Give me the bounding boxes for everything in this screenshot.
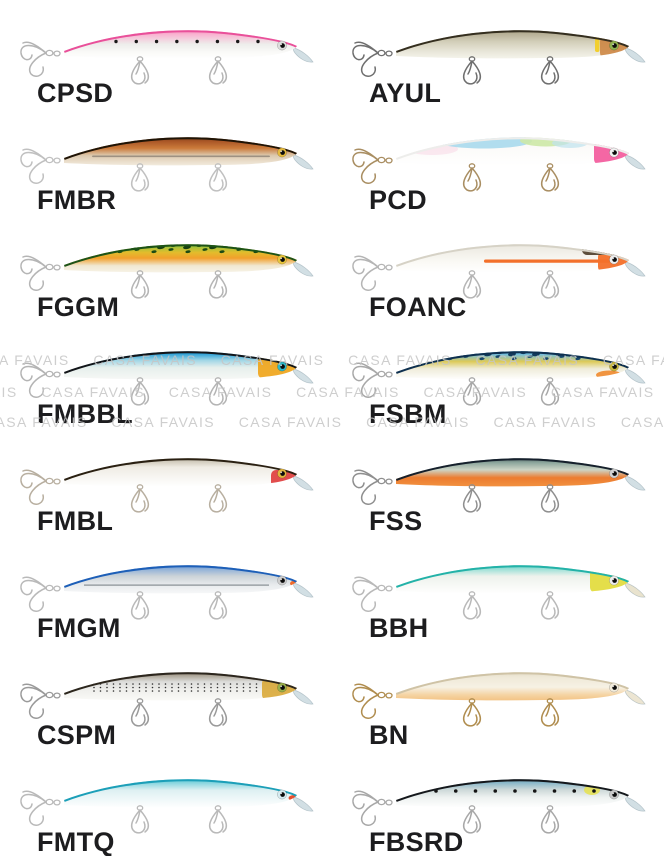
lure-card-fmbr: FMBR	[0, 107, 332, 214]
lure-image-fmgm	[0, 535, 332, 642]
lure-card-cspm: CSPM	[0, 642, 332, 749]
lure-image-bn	[332, 642, 664, 749]
lure-image-pcd	[332, 107, 664, 214]
lure-card-pcd: PCD	[332, 107, 664, 214]
lure-card-bbh: BBH	[332, 535, 664, 642]
lure-image-fmbbl	[0, 321, 332, 428]
lure-code-label: FSBM	[369, 399, 447, 429]
lure-card-fbsrd: FBSRD	[332, 749, 664, 856]
lure-image-fmbl	[0, 428, 332, 535]
lure-code-label: CSPM	[37, 720, 117, 750]
lure-card-cpsd: CPSD	[0, 0, 332, 107]
lure-code-label: BBH	[369, 613, 429, 643]
lure-code-label: BN	[369, 720, 409, 750]
lure-image-cpsd	[0, 0, 332, 107]
lure-card-fmgm: FMGM	[0, 535, 332, 642]
lure-image-fmbr	[0, 107, 332, 214]
lure-code-label: FMBBL	[37, 399, 133, 429]
lure-card-fggm: FGGM	[0, 214, 332, 321]
lure-image-fggm	[0, 214, 332, 321]
lure-code-label: FMBL	[37, 506, 114, 536]
lure-image-fmtq	[0, 749, 332, 856]
lure-code-label: FMGM	[37, 613, 121, 643]
lure-code-label: FMBR	[37, 185, 117, 215]
lure-image-fsbm	[332, 321, 664, 428]
lure-card-fmbbl: FMBBL	[0, 321, 332, 428]
lure-card-bn: BN	[332, 642, 664, 749]
lure-code-label: FSS	[369, 506, 423, 536]
lure-image-fss	[332, 428, 664, 535]
lure-code-label: FMTQ	[37, 827, 115, 856]
lure-image-cspm	[0, 642, 332, 749]
lure-card-fmbl: FMBL	[0, 428, 332, 535]
lure-code-label: FOANC	[369, 292, 467, 322]
lure-image-foanc	[332, 214, 664, 321]
lure-card-foanc: FOANC	[332, 214, 664, 321]
lure-image-ayul	[332, 0, 664, 107]
lure-card-fss: FSS	[332, 428, 664, 535]
lure-card-fsbm: FSBM	[332, 321, 664, 428]
lure-code-label: FGGM	[37, 292, 120, 322]
lure-image-fbsrd	[332, 749, 664, 856]
lure-image-bbh	[332, 535, 664, 642]
lure-card-ayul: AYUL	[332, 0, 664, 107]
lure-code-label: FBSRD	[369, 827, 464, 856]
lure-code-label: CPSD	[37, 78, 114, 108]
lure-code-label: AYUL	[369, 78, 442, 108]
lure-card-fmtq: FMTQ	[0, 749, 332, 856]
lure-code-label: PCD	[369, 185, 427, 215]
